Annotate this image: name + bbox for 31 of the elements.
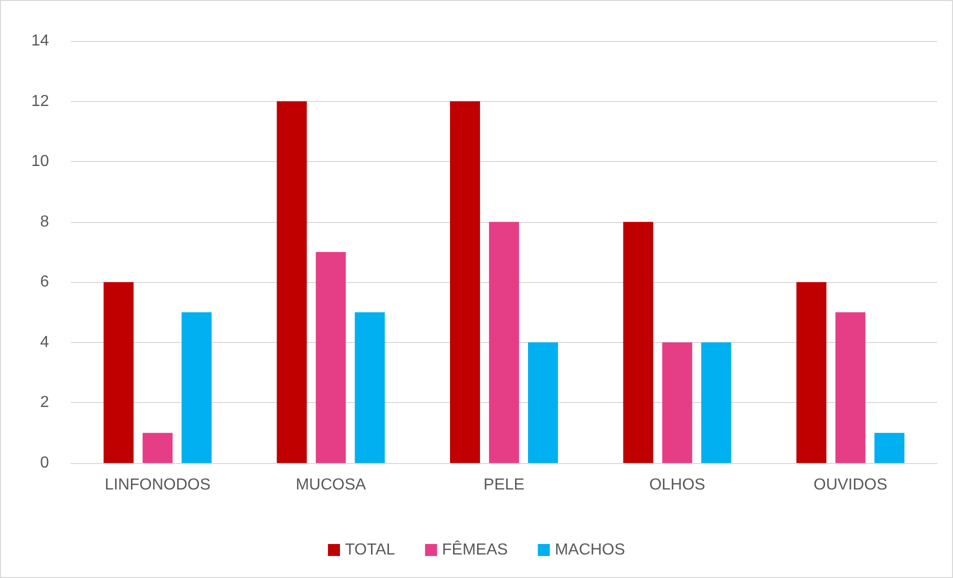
bar [662, 342, 692, 463]
x-tick-label: LINFONODOS [104, 476, 210, 494]
y-tick-label: 0 [40, 454, 50, 472]
bar [182, 312, 212, 463]
bar [835, 312, 866, 463]
bar [450, 101, 480, 463]
y-tick-label: 14 [31, 32, 50, 50]
y-tick-label: 4 [40, 334, 50, 351]
x-tick-label: OUVIDOS [814, 476, 888, 494]
legend-label: MACHOS [554, 542, 626, 558]
bar [623, 222, 654, 463]
y-tick-label: 12 [31, 92, 50, 110]
bar [316, 252, 346, 463]
bar [796, 282, 826, 463]
bar [874, 432, 904, 463]
bar [104, 282, 134, 463]
y-tick-label: 2 [40, 394, 50, 412]
y-tick-label: 10 [31, 153, 50, 170]
bar [276, 101, 307, 463]
legend-label: TOTAL [344, 542, 396, 558]
y-tick-label: 8 [40, 213, 50, 230]
bar [528, 342, 558, 463]
bar [489, 222, 519, 463]
x-tick-label: OLHOS [649, 476, 706, 494]
x-tick-label: PELE [484, 476, 524, 494]
legend-label: FÊMEAS [442, 540, 508, 558]
bar [354, 312, 385, 463]
y-tick-label: 6 [40, 274, 50, 291]
x-tick-label: MUCOSA [296, 476, 366, 494]
bar [142, 432, 173, 463]
bar [701, 342, 732, 463]
